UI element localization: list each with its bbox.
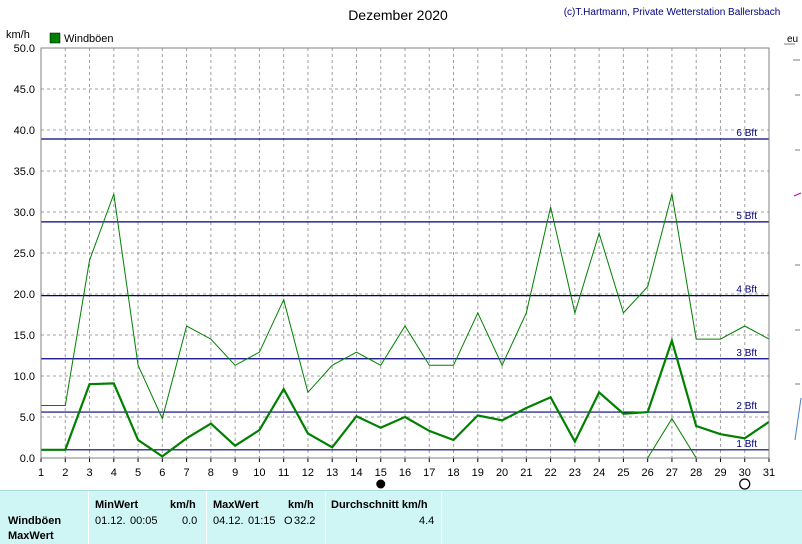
x-tick-label: 10 <box>253 467 265 479</box>
y-tick-label: 50.0 <box>14 43 35 55</box>
x-tick-label: 20 <box>496 467 508 479</box>
right-edge-strip <box>784 43 802 441</box>
statistics-panel: Windböen MaxWert MinWert km/h 01.12. 00:… <box>0 490 802 544</box>
x-tick-label: 5 <box>135 467 141 479</box>
avg-header: Durchschnitt km/h <box>331 499 428 511</box>
beaufort-label: 4 Bft <box>736 285 757 296</box>
min-date: 01.12. <box>95 515 126 527</box>
y-tick-label: 5.0 <box>20 412 35 424</box>
y-tick-label: 35.0 <box>14 166 35 178</box>
max-unit: km/h <box>288 499 314 511</box>
x-tick-label: 22 <box>544 467 556 479</box>
min-unit: km/h <box>170 499 196 511</box>
chart-area: 1 Bft 2 Bft 3 Bft 4 Bft 5 Bft 6 Bft 0.0 5.0 10.… <box>6 7 802 490</box>
x-tick-label: 29 <box>714 467 726 479</box>
x-tick-label: 13 <box>326 467 338 479</box>
x-tick-label: 6 <box>159 467 165 479</box>
series-layer <box>41 193 770 459</box>
chart-credit: (c)T.Hartmann, Private Wetterstation Bal… <box>564 7 781 18</box>
x-tick-label: 18 <box>447 467 459 479</box>
x-tick-label: 26 <box>642 467 654 479</box>
max-value: 32.2 <box>294 515 316 527</box>
right-strip-mark <box>794 397 802 441</box>
max-date: 04.12. <box>213 515 244 527</box>
y-tick-label: 10.0 <box>14 371 35 383</box>
x-tick-label: 28 <box>690 467 702 479</box>
x-tick-label: 17 <box>423 467 435 479</box>
legend-swatch <box>49 32 61 44</box>
max-flag: O <box>284 515 293 527</box>
x-tick-label: 19 <box>472 467 484 479</box>
x-tick-label: 1 <box>38 467 44 479</box>
x-tick-label: 11 <box>278 467 289 479</box>
full-moon-icon <box>739 478 751 490</box>
legend-entry: Windböen <box>64 33 114 45</box>
y-tick-label: 15.0 <box>14 330 35 342</box>
x-tick-label: 30 <box>739 467 751 479</box>
x-tick-label: 7 <box>184 467 190 479</box>
min-time: 00:05 <box>130 515 158 527</box>
y-tick-label: 40.0 <box>14 125 35 137</box>
max-time: 01:15 <box>248 515 276 527</box>
min-value: 0.0 <box>182 515 198 527</box>
axis-layer: 0.0 5.0 10.0 15.0 20.0 25.0 30.0 35.0 40.0 45.0 50… <box>14 43 775 490</box>
max-header: MaxWert <box>213 499 259 511</box>
y-tick-label: 0.0 <box>20 453 35 465</box>
row-label-windboeen: Windböen <box>8 515 62 527</box>
row-label-maxwert: MaxWert <box>8 530 54 542</box>
x-tick-label: 16 <box>399 467 411 479</box>
x-tick-label: 8 <box>208 467 214 479</box>
x-tick-label: 4 <box>111 467 117 479</box>
y-tick-label: 30.0 <box>14 207 35 219</box>
series-line <box>41 337 770 458</box>
x-tick-label: 24 <box>593 467 605 479</box>
x-tick-label: 12 <box>302 467 314 479</box>
grid-layer <box>41 48 769 458</box>
x-tick-label: 15 <box>375 467 387 479</box>
beaufort-label: 1 Bft <box>736 439 757 450</box>
series-line <box>41 193 770 421</box>
x-tick-label: 3 <box>86 467 92 479</box>
beaufort-label: 3 Bft <box>736 348 757 359</box>
right-edge-fragment: eu <box>787 34 798 45</box>
beaufort-label: 6 Bft <box>736 128 757 139</box>
beaufort-label: 5 Bft <box>736 211 757 222</box>
x-tick-label: 25 <box>617 467 629 479</box>
beaufort-label: 2 Bft <box>736 401 757 412</box>
x-tick-label: 21 <box>520 467 532 479</box>
avg-value: 4.4 <box>419 515 435 527</box>
y-tick-label: 20.0 <box>14 289 35 301</box>
x-tick-label: 31 <box>763 467 775 479</box>
series-line <box>647 417 697 459</box>
x-tick-label: 14 <box>350 467 362 479</box>
x-tick-label: 2 <box>62 467 68 479</box>
y-axis-label: km/h <box>6 29 30 41</box>
x-tick-label: 23 <box>569 467 581 479</box>
y-tick-label: 25.0 <box>14 248 35 260</box>
x-tick-label: 27 <box>666 467 678 479</box>
plot-frame <box>40 47 770 459</box>
y-tick-label: 45.0 <box>14 84 35 96</box>
right-strip-mark <box>793 192 802 197</box>
x-tick-label: 9 <box>232 467 238 479</box>
chart-title: Dezember 2020 <box>348 7 448 23</box>
new-moon-icon <box>376 479 386 489</box>
min-header: MinWert <box>95 499 139 511</box>
